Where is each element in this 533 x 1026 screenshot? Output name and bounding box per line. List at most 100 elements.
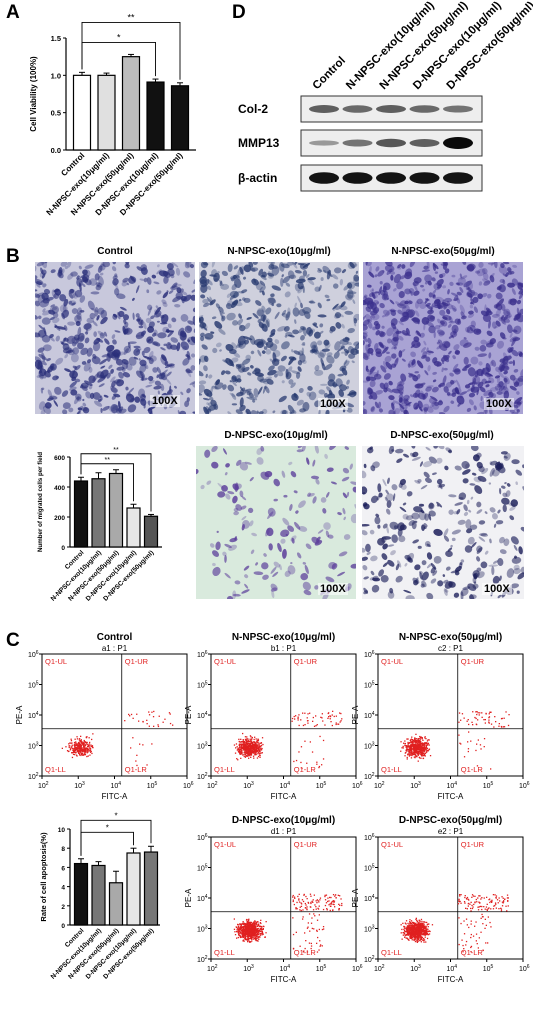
cell-blob — [250, 267, 259, 272]
y-tick-exponent: 3 — [205, 925, 208, 931]
event-dot — [408, 755, 411, 757]
cell-blob — [308, 492, 315, 497]
cell-blob — [340, 301, 346, 308]
cell-blob — [332, 303, 339, 310]
event-dot — [422, 748, 425, 750]
cell-blob — [466, 289, 476, 298]
event-dot — [302, 712, 304, 714]
cell-blob — [211, 446, 218, 453]
event-dot — [412, 753, 414, 755]
event-dot — [416, 750, 418, 752]
cell-blob — [136, 348, 142, 353]
quadrant-label: Q1-LL — [214, 948, 235, 957]
event-dot — [475, 723, 477, 725]
cell-blob — [324, 342, 331, 349]
cell-blob — [288, 461, 293, 466]
cell-blob — [300, 335, 305, 341]
event-dot — [418, 745, 420, 748]
event-dot — [78, 754, 81, 756]
event-dot — [242, 922, 244, 924]
cell-blob — [225, 303, 232, 310]
quadrant-label: Q1-LR — [461, 765, 484, 774]
event-dot — [304, 724, 306, 726]
event-dot — [248, 749, 250, 752]
cell-blob — [362, 556, 369, 561]
cell-blob — [354, 342, 359, 351]
event-dot — [242, 929, 245, 931]
event-dot — [316, 919, 319, 921]
cell-blob — [258, 268, 264, 276]
cell-blob — [392, 493, 396, 502]
event-dot — [253, 921, 255, 923]
cell-blob — [230, 274, 240, 280]
y-tick-label: 102 — [364, 955, 375, 964]
cell-blob — [465, 286, 470, 291]
cell-blob — [301, 343, 306, 346]
magnification-label: 100X — [150, 395, 180, 407]
cell-blob — [119, 306, 127, 311]
cell-blob — [218, 328, 226, 335]
cell-blob — [454, 502, 463, 506]
cell-blob — [518, 288, 523, 295]
event-dot — [402, 747, 404, 749]
event-dot — [260, 930, 262, 932]
event-dot — [325, 902, 328, 904]
event-dot — [252, 933, 255, 935]
event-dot — [79, 750, 81, 752]
cell-blob — [235, 409, 243, 414]
x-tick-label: 105 — [483, 964, 494, 973]
event-dot — [246, 736, 248, 738]
event-dot — [250, 747, 253, 749]
y-tick-label: 104 — [197, 711, 208, 720]
cell-blob — [502, 273, 508, 277]
cell-blob — [478, 281, 483, 286]
event-dot — [306, 951, 309, 953]
cell-blob — [154, 309, 157, 313]
cell-blob — [82, 269, 91, 278]
cell-blob — [260, 274, 266, 278]
cell-blob — [341, 269, 347, 274]
cell-blob — [469, 304, 474, 309]
cell-blob — [451, 335, 455, 339]
event-dot — [157, 724, 159, 726]
event-dot — [475, 749, 477, 752]
event-dot — [338, 908, 340, 910]
cell-blob — [400, 349, 406, 353]
cell-blob — [324, 294, 330, 299]
cell-blob — [47, 389, 53, 398]
cell-blob — [262, 574, 269, 580]
event-dot — [329, 718, 331, 720]
cell-blob — [238, 324, 243, 328]
cell-blob — [271, 266, 280, 276]
cell-blob — [97, 330, 104, 337]
cell-blob — [333, 313, 340, 319]
event-dot — [262, 933, 264, 935]
cell-blob — [226, 293, 231, 298]
cell-blob — [363, 576, 369, 580]
cell-blob — [477, 381, 484, 389]
event-dot — [237, 924, 239, 926]
cell-blob — [494, 385, 501, 391]
x-tick-exponent: 2 — [215, 964, 218, 970]
cell-blob — [345, 294, 353, 301]
event-dot — [71, 747, 73, 749]
cell-blob — [444, 589, 449, 593]
cell-blob — [375, 330, 380, 336]
cell-blob — [470, 446, 479, 452]
cell-blob — [306, 457, 310, 465]
cell-blob — [233, 511, 239, 516]
event-dot — [87, 744, 89, 746]
event-dot — [69, 748, 72, 750]
cell-blob — [129, 393, 135, 400]
cell-blob — [414, 383, 424, 389]
cell-blob — [306, 273, 310, 278]
cell-blob — [482, 268, 488, 275]
y-tick-exponent: 5 — [36, 681, 39, 687]
event-dot — [247, 921, 249, 923]
event-dot — [252, 932, 254, 934]
cell-blob — [282, 548, 287, 559]
event-dot — [257, 752, 259, 754]
cell-blob — [141, 376, 144, 381]
event-dot — [316, 902, 318, 904]
y-tick-label: 600 — [54, 455, 65, 462]
